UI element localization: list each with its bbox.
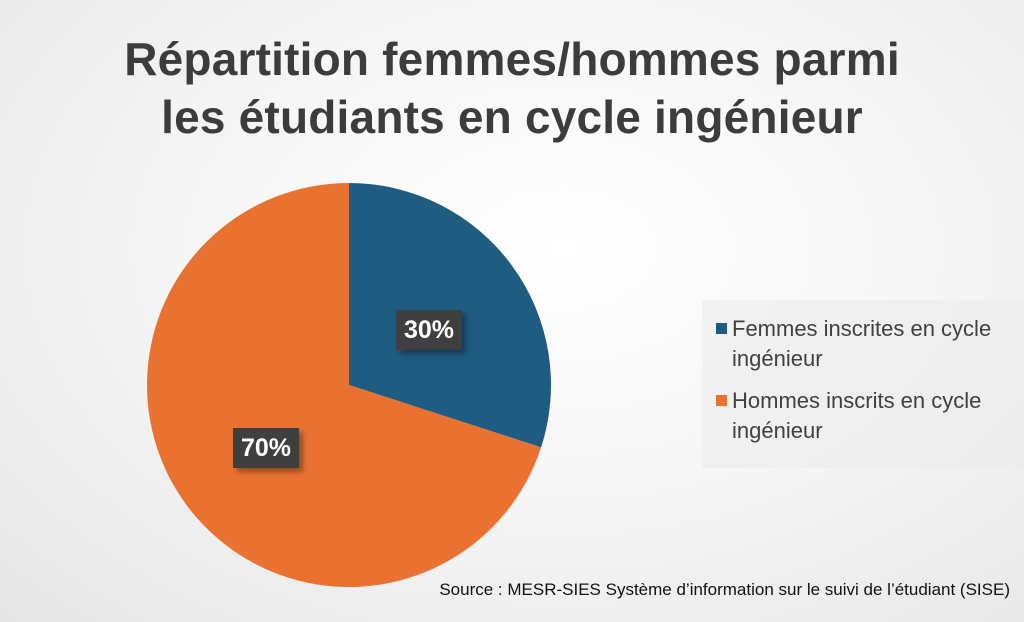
- pie-slice-hommes: [146, 182, 542, 587]
- data-label-femmes: 30%: [396, 310, 463, 350]
- legend-label-hommes-line-2: ingénieur: [732, 418, 823, 443]
- source-note: Source : MESR-SIES Système d’information…: [439, 580, 1010, 599]
- legend-swatch-hommes: [716, 395, 727, 406]
- legend-swatch-femmes: [716, 323, 727, 334]
- chart-title-line-2: les étudiants en cycle ingénieur: [161, 91, 863, 143]
- legend-label-femmes-line-1: Femmes inscrites en cycle: [732, 316, 992, 341]
- chart-title: Répartition femmes/hommes parmi les étud…: [90, 30, 934, 146]
- legend-label-hommes-line-1: Hommes inscrits en cycle: [732, 388, 982, 413]
- legend-item-hommes: Hommes inscrits en cycle ingénieur: [702, 386, 1024, 446]
- chart-title-line-1: Répartition femmes/hommes parmi: [124, 33, 900, 85]
- data-label-hommes: 70%: [233, 428, 300, 468]
- legend-item-femmes: Femmes inscrites en cycle ingénieur: [702, 314, 1024, 374]
- legend: Femmes inscrites en cycle ingénieur Homm…: [702, 300, 1024, 468]
- legend-label-femmes-line-2: ingénieur: [732, 346, 823, 371]
